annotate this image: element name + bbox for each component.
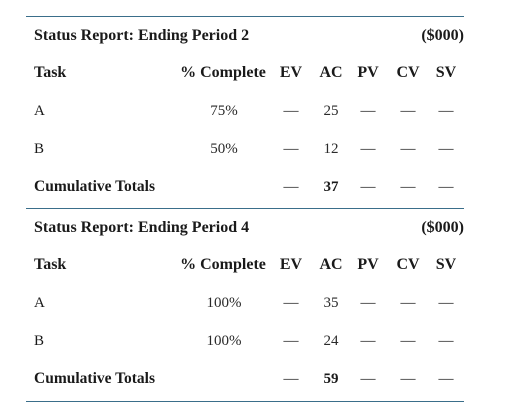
sv-value: —	[438, 103, 454, 119]
header-ac: AC	[319, 256, 343, 273]
table-row: A 75% — 25 — — —	[26, 100, 464, 122]
task-name: B	[34, 333, 45, 349]
sv-value: —	[438, 141, 454, 157]
top-rule	[26, 16, 464, 17]
percent-complete: 100%	[206, 295, 242, 311]
ev-value: —	[283, 333, 299, 349]
total-ev: —	[283, 179, 299, 195]
pv-value: —	[360, 103, 376, 119]
total-ac: 37	[323, 179, 339, 195]
table-row: B 100% — 24 — — —	[26, 330, 464, 352]
unit-label: ($000)	[421, 27, 464, 44]
ev-value: —	[283, 103, 299, 119]
header-cv: CV	[396, 256, 420, 273]
total-ac: 59	[323, 371, 339, 387]
sv-value: —	[438, 333, 454, 349]
report-title-row: Status Report: Ending Period 2 ($000)	[26, 25, 464, 47]
total-ev: —	[283, 371, 299, 387]
cv-value: —	[400, 103, 416, 119]
cumulative-totals-row: Cumulative Totals — 37 — — —	[26, 176, 464, 198]
bottom-rule	[26, 401, 464, 402]
report-title-row: Status Report: Ending Period 4 ($000)	[26, 217, 464, 239]
percent-complete: 75%	[210, 103, 238, 119]
header-pv: PV	[357, 64, 379, 81]
cv-value: —	[400, 333, 416, 349]
header-pv: PV	[357, 256, 379, 273]
pv-value: —	[360, 295, 376, 311]
total-cv: —	[400, 371, 416, 387]
ev-value: —	[283, 295, 299, 311]
table-row: A 100% — 35 — — —	[26, 292, 464, 314]
header-ev: EV	[279, 256, 303, 273]
percent-complete: 50%	[210, 141, 238, 157]
pv-value: —	[360, 141, 376, 157]
total-pv: —	[360, 179, 376, 195]
cv-value: —	[400, 141, 416, 157]
task-name: B	[34, 141, 45, 157]
total-pv: —	[360, 371, 376, 387]
ev-value: —	[283, 141, 299, 157]
report-title: Status Report: Ending Period 4	[34, 219, 250, 236]
bottom-rule	[26, 208, 464, 209]
total-sv: —	[438, 371, 454, 387]
total-cv: —	[400, 179, 416, 195]
report-title: Status Report: Ending Period 2	[34, 27, 250, 44]
sv-value: —	[438, 295, 454, 311]
ac-value: 12	[323, 141, 339, 157]
pv-value: —	[360, 333, 376, 349]
cumulative-totals-row: Cumulative Totals — 59 — — —	[26, 368, 464, 390]
ac-value: 25	[323, 103, 339, 119]
percent-complete: 100%	[206, 333, 242, 349]
column-header-row: Task % Complete EV AC PV CV SV	[26, 254, 464, 276]
task-name: A	[34, 295, 45, 311]
header-percent-complete: % Complete	[180, 64, 266, 81]
total-sv: —	[438, 179, 454, 195]
task-name: A	[34, 103, 45, 119]
unit-label: ($000)	[421, 219, 464, 236]
header-sv: SV	[435, 256, 457, 273]
ac-value: 35	[323, 295, 339, 311]
header-percent-complete: % Complete	[180, 256, 266, 273]
cv-value: —	[400, 295, 416, 311]
totals-label: Cumulative Totals	[34, 178, 156, 195]
table-row: B 50% — 12 — — —	[26, 138, 464, 160]
header-ac: AC	[319, 64, 343, 81]
header-sv: SV	[435, 64, 457, 81]
ac-value: 24	[323, 333, 339, 349]
column-header-row: Task % Complete EV AC PV CV SV	[26, 62, 464, 84]
header-ev: EV	[279, 64, 303, 81]
totals-label: Cumulative Totals	[34, 370, 156, 387]
header-cv: CV	[396, 64, 420, 81]
header-task: Task	[34, 256, 67, 273]
header-task: Task	[34, 64, 67, 81]
